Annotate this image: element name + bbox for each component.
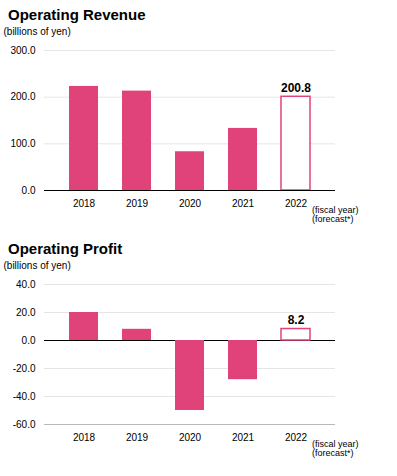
svg-text:0.0: 0.0: [22, 335, 36, 346]
svg-text:2018: 2018: [73, 432, 96, 443]
svg-text:-60.0: -60.0: [13, 419, 36, 430]
svg-text:40.0: 40.0: [16, 279, 36, 290]
svg-text:2021: 2021: [232, 432, 255, 443]
svg-text:2020: 2020: [179, 432, 202, 443]
html-text:Operating Revenue: Operating Revenue: [8, 6, 146, 23]
svg-text:8.2: 8.2: [288, 313, 305, 327]
svg-text:(billions of yen): (billions of yen): [4, 260, 71, 271]
svg-text:0.0: 0.0: [22, 185, 36, 196]
svg-text:300.0: 300.0: [10, 45, 35, 56]
svg-text:2018: 2018: [73, 198, 96, 209]
svg-text:2021: 2021: [232, 198, 255, 209]
svg-text:(fiscal year)(forecast*): (fiscal year)(forecast*): [312, 439, 359, 458]
svg-text:200.0: 200.0: [10, 91, 35, 102]
svg-text:100.0: 100.0: [10, 138, 35, 149]
svg-text:2022: 2022: [285, 198, 308, 209]
svg-text:(billions of yen): (billions of yen): [4, 26, 71, 37]
svg-text:-40.0: -40.0: [13, 391, 36, 402]
svg-text:2019: 2019: [126, 432, 149, 443]
svg-text:-20.0: -20.0: [13, 363, 36, 374]
svg-text:2020: 2020: [179, 198, 202, 209]
svg-text:(fiscal year)(forecast*): (fiscal year)(forecast*): [312, 205, 359, 224]
svg-text:2022: 2022: [285, 432, 308, 443]
svg-text:20.0: 20.0: [16, 307, 36, 318]
svg-text:200.8: 200.8: [281, 81, 311, 95]
html-text:Operating Profit: Operating Profit: [8, 240, 123, 257]
svg-text:2019: 2019: [126, 198, 149, 209]
